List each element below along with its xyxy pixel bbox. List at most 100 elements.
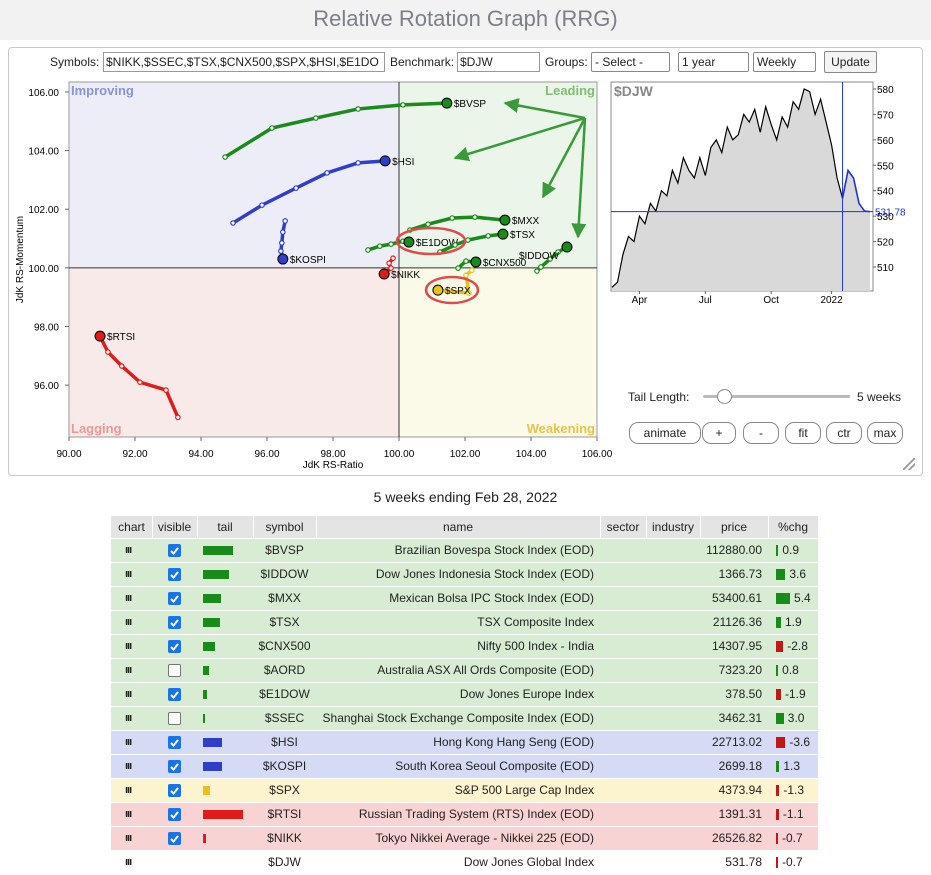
tail-point — [455, 265, 461, 271]
table-row: ııı $BVSP Brazilian Bovespa Stock Index (E… — [111, 539, 818, 563]
table-row: ııı $AORD Australia ASX All Ords Composite… — [111, 659, 818, 683]
chg-cell: 1.3 — [783, 759, 801, 773]
visible-checkbox[interactable] — [168, 664, 181, 677]
benchmark-input[interactable]: $DJW — [457, 52, 540, 72]
y-tick-label: 102.00 — [28, 205, 59, 216]
y-tick-label: 96.00 — [34, 381, 59, 392]
chg-bar — [776, 689, 781, 700]
table-row: ııı $NIKK Tokyo Nikkei Average - Nikkei 22… — [111, 827, 818, 851]
table-row: ııı $SPX S&P 500 Large Cap Index 4373.94 -1.… — [111, 779, 818, 803]
price-cell: 2699.18 — [718, 759, 762, 773]
visible-checkbox[interactable] — [168, 592, 181, 605]
tail-point — [452, 242, 458, 248]
chart-icon[interactable]: ııı — [125, 544, 132, 556]
visible-checkbox[interactable] — [168, 784, 181, 797]
control-button[interactable]: - — [743, 422, 779, 444]
tail-point — [555, 249, 561, 255]
tail-bar — [203, 690, 207, 699]
name-cell: Shanghai Stock Exchange Composite Index … — [322, 711, 594, 725]
check — [170, 787, 179, 795]
y-tick-label: 104.00 — [28, 147, 59, 158]
control-button[interactable]: animate — [629, 422, 701, 444]
visible-checkbox[interactable] — [168, 568, 181, 581]
frequency-select[interactable]: Weekly — [753, 52, 816, 72]
symbols-input[interactable]: $NIKK,$SSEC,$TSX,$CNX500,$SPX,$HSI,$E1DO — [103, 52, 385, 72]
symbol-label: $HSI — [392, 157, 414, 168]
tail-bar — [203, 786, 210, 795]
tail-length-label: Tail Length: — [628, 390, 690, 404]
chart-icon[interactable]: ııı — [125, 808, 132, 820]
price-cell: 21126.36 — [712, 615, 762, 629]
price-cell: 3462.31 — [718, 711, 762, 725]
chart-icon[interactable]: ııı — [125, 832, 132, 844]
chart-icon[interactable]: ııı — [125, 784, 132, 796]
visible-checkbox[interactable] — [168, 832, 181, 845]
x-tick-label: 100.00 — [384, 449, 415, 460]
chg-bar — [776, 833, 778, 844]
chart-icon[interactable]: ııı — [125, 760, 132, 772]
control-button[interactable]: max — [867, 422, 903, 444]
price-cell: 53400.61 — [711, 591, 762, 605]
x-tick-label: 98.00 — [320, 449, 345, 460]
quadrant-lagging — [69, 267, 399, 437]
period-select[interactable]: 1 year — [678, 52, 749, 72]
tail-point — [538, 264, 544, 270]
control-button[interactable]: ctr — [826, 422, 862, 444]
visible-checkbox[interactable] — [168, 736, 181, 749]
table-row: ııı $DJW Dow Jones Global Index 531.78 -0.7 — [111, 851, 818, 875]
name-cell: TSX Composite Index — [477, 615, 594, 629]
x-tick-label: Jul — [699, 295, 712, 306]
visible-checkbox[interactable] — [168, 712, 181, 725]
quadrant-label: Leading — [545, 83, 595, 98]
chart-icon[interactable]: ııı — [125, 712, 132, 724]
x-tick-label: 96.00 — [254, 449, 279, 460]
chart-icon[interactable]: ııı — [125, 592, 132, 604]
visible-checkbox[interactable] — [168, 808, 181, 821]
tail-point — [390, 255, 396, 261]
chart-icon[interactable]: ııı — [125, 664, 132, 676]
control-button[interactable]: fit — [785, 422, 821, 444]
resize-handle[interactable] — [903, 458, 915, 470]
rrg-chart: Improving Leading Lagging Weakening 90.00 92.… — [15, 81, 613, 471]
check — [170, 835, 179, 843]
price-cell: 4373.94 — [718, 783, 762, 797]
name-cell: Nifty 500 Index - India — [477, 639, 594, 653]
visible-checkbox[interactable] — [168, 640, 181, 653]
djw-chart: 531.78 510 520 530 540 550 560 570 580 Apr Jul Oct 2… — [610, 81, 906, 306]
visible-checkbox[interactable] — [168, 616, 181, 629]
tail-point — [279, 240, 285, 246]
chart-icon[interactable]: ııı — [125, 616, 132, 628]
check — [170, 571, 179, 579]
control-button[interactable]: + — [702, 422, 736, 444]
chart-icon[interactable]: ııı — [125, 568, 132, 580]
visible-checkbox[interactable] — [168, 544, 181, 557]
x-tick-label: 92.00 — [122, 449, 147, 460]
symbol-label: $CNX500 — [483, 258, 527, 269]
tail-slider-knob[interactable] — [717, 389, 732, 404]
visible-checkbox[interactable] — [168, 760, 181, 773]
update-button[interactable]: Update — [824, 51, 877, 73]
y-tick-label: 510 — [877, 263, 894, 274]
groups-select[interactable]: - Select - — [591, 52, 670, 72]
check — [170, 739, 179, 747]
tail-point — [377, 243, 383, 249]
table-row: ııı $KOSPI South Korea Seoul Composite (EO… — [111, 755, 818, 779]
visible-checkbox[interactable] — [168, 688, 181, 701]
chart-icon[interactable]: ııı — [125, 640, 132, 652]
price-cell: 531.78 — [725, 855, 762, 869]
name-cell: South Korea Seoul Composite (EOD) — [395, 759, 594, 773]
tail-point — [400, 102, 406, 108]
tail-bar — [203, 594, 221, 603]
chart-icon[interactable]: ııı — [125, 856, 132, 868]
chart-icon[interactable]: ııı — [125, 688, 132, 700]
rrg-tail: $BVSP — [222, 97, 486, 160]
tail-point — [388, 241, 394, 247]
tail-point — [449, 215, 455, 221]
head-marker — [378, 268, 390, 280]
chart-icon[interactable]: ııı — [125, 736, 132, 748]
tail-slider[interactable] — [703, 395, 850, 398]
tail-point — [119, 363, 125, 369]
table-row: ııı $HSI Hong Kong Hang Seng (EOD) 22713.02… — [111, 731, 818, 755]
tail-point — [282, 218, 288, 224]
chg-cell: -3.6 — [789, 735, 811, 749]
